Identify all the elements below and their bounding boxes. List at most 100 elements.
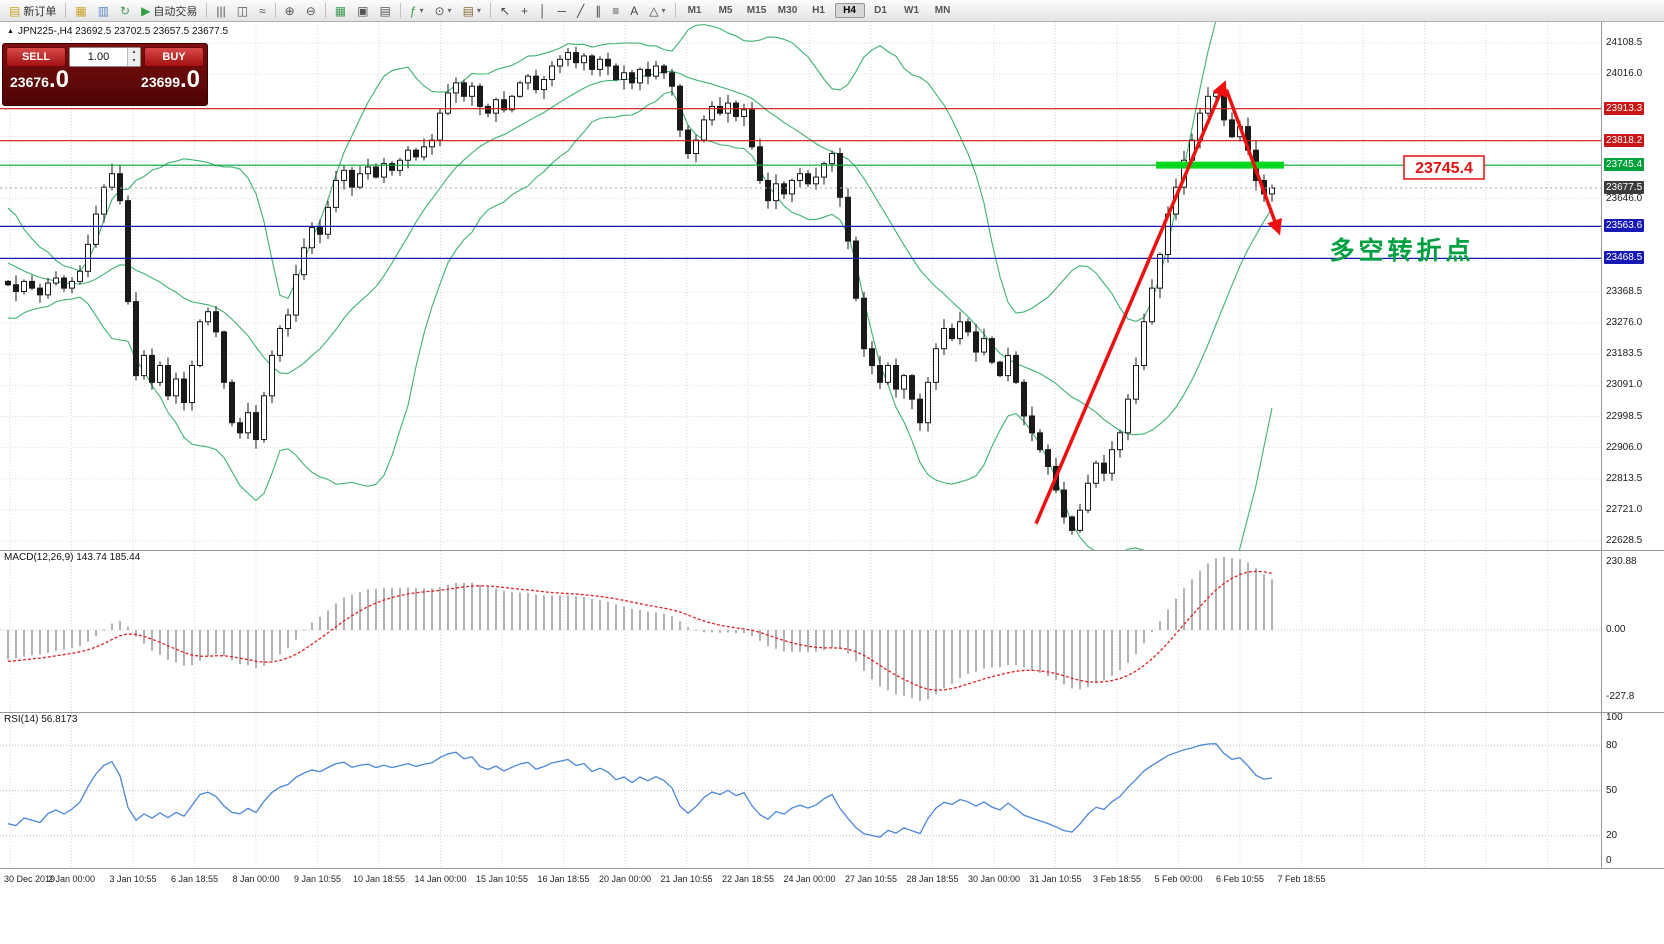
rsi-panel-divider[interactable]	[0, 712, 1664, 713]
cursor-icon: ↖	[499, 3, 510, 18]
macd-axis-label: 0.00	[1606, 624, 1626, 635]
price-axis[interactable]: 24108.5 24016.0 23913.3 23818.2 23745.4 23677…	[1601, 22, 1664, 868]
cascade-windows-icon: ▣	[357, 3, 369, 18]
rsi-axis-label: 100	[1606, 712, 1623, 723]
macd-panel-divider[interactable]	[0, 550, 1664, 551]
main-price-chart[interactable]: 多空转折点 23745.4	[0, 0, 1601, 639]
timeframe-w1[interactable]: W1	[904, 5, 920, 16]
time-axis-label: 30 Dec 2019	[4, 874, 56, 884]
price-axis-label: 23646.0	[1606, 192, 1643, 204]
time-axis-label: 20 Jan 00:00	[598, 874, 652, 884]
macd-label: MACD(12,26,9) 143.74 185.44	[4, 552, 141, 563]
toolbar-separator	[399, 3, 401, 18]
one-click-trade-panel: SELL 1.00 ▴ ▾ BUY 23676.0 23699.0	[2, 43, 208, 106]
time-axis-label: 30 Jan 00:00	[967, 874, 1021, 884]
toolbar: ▤ 新订单 ▦ ▥ ↻ ▶ 自动交易 ||| ◫ ≈ ⊕ ⊖ ▦ ▣ ▤ ƒ ▾ ⊙ ▾ ▤ ▾ ↖ + │ ─ ╱ ∥ ≡ A △ ▾ M…	[0, 0, 1664, 22]
vertical-line-icon: │	[539, 3, 547, 18]
timeframe-h4[interactable]: H4	[834, 3, 865, 18]
time-axis-label: 31 Jan 10:55	[1029, 874, 1082, 884]
bar-chart-type-icon[interactable]: |||	[211, 1, 230, 21]
timeframe-m1[interactable]: M1	[687, 5, 702, 16]
time-axis-label: 8 Jan 00:00	[232, 874, 280, 884]
cascade-windows-icon[interactable]: ▣	[352, 1, 373, 21]
templates-icon[interactable]: ▤ ▾	[458, 1, 486, 21]
time-axis-label: 3 Feb 18:55	[1092, 874, 1142, 884]
new-chart-icon[interactable]: ▦	[70, 1, 91, 21]
time-axis[interactable]: 30 Dec 2019 2 Jan 00:00 3 Jan 10:55 6 Jan 1…	[0, 869, 1664, 890]
channel-icon[interactable]: ∥	[590, 1, 606, 21]
toolbar-separator	[324, 3, 326, 18]
auto-trading-button[interactable]: ▶ 自动交易	[136, 1, 202, 21]
timeframe-m30[interactable]: M30	[777, 5, 798, 16]
price-axis-label: 23818.2	[1604, 133, 1645, 147]
rsi-axis-label: 0	[1606, 855, 1612, 866]
time-axis-label: 24 Jan 00:00	[783, 874, 836, 884]
price-axis-label: 22998.5	[1606, 410, 1643, 422]
indicators-icon: ƒ	[409, 3, 417, 18]
timeframe-h1[interactable]: H1	[812, 5, 825, 16]
refresh-icon[interactable]: ↻	[115, 1, 135, 21]
timeframe-m5[interactable]: M5	[718, 5, 733, 16]
crosshair-icon[interactable]: +	[516, 1, 533, 21]
time-axis-label: 10 Jan 18:55	[352, 874, 406, 884]
line-chart-type-icon: ≈	[259, 3, 266, 18]
timeframe-m15[interactable]: M15	[746, 5, 767, 16]
toolbar-separator	[274, 3, 276, 18]
time-axis-label: 15 Jan 10:55	[475, 874, 529, 884]
rsi-indicator-panel[interactable]	[0, 713, 1601, 873]
bar-chart-type-icon: |||	[216, 3, 226, 18]
rsi-axis-label: 20	[1606, 830, 1618, 841]
price-axis-label: 23563.6	[1604, 219, 1645, 233]
buy-button[interactable]: BUY	[144, 47, 204, 67]
tile-windows-icon[interactable]: ▦	[330, 1, 351, 21]
profiles-icon[interactable]: ▥	[93, 1, 114, 21]
price-axis-label: 23183.5	[1606, 348, 1643, 360]
horizontal-line-icon[interactable]: ─	[553, 1, 572, 21]
zoom-in-icon[interactable]: ⊕	[280, 1, 300, 21]
line-chart-type-icon[interactable]: ≈	[254, 1, 271, 21]
macd-axis-label: 230.88	[1606, 556, 1637, 567]
candlestick-chart-type-icon[interactable]: ◫	[232, 1, 253, 21]
profiles-icon: ▥	[97, 3, 110, 18]
indicators-icon[interactable]: ƒ ▾	[405, 1, 429, 21]
sell-button[interactable]: SELL	[6, 47, 66, 67]
periods-icon[interactable]: ⊙ ▾	[429, 1, 456, 21]
time-axis-label: 22 Jan 18:55	[721, 874, 775, 884]
toolbar-separator	[206, 3, 208, 18]
vertical-line-icon[interactable]: │	[534, 1, 552, 21]
timeframe-mn[interactable]: MN	[934, 5, 951, 16]
toolbar-separator	[65, 3, 67, 18]
volume-stepper: 1.00 ▴ ▾	[69, 47, 141, 67]
volume-up-button[interactable]: ▴	[128, 48, 140, 57]
price-callout-label[interactable]: 23745.4	[1415, 160, 1473, 177]
periods-icon: ⊙	[434, 3, 445, 18]
text-tool-icon: A	[630, 3, 639, 18]
price-axis-label: 23276.0	[1606, 317, 1643, 329]
price-axis-label: 23468.5	[1604, 251, 1645, 265]
macd-indicator-panel[interactable]	[0, 551, 1601, 717]
zoom-out-icon[interactable]: ⊖	[301, 1, 321, 21]
price-axis-label: 24108.5	[1606, 37, 1643, 48]
price-axis-label: 23745.4	[1604, 158, 1645, 172]
timeframe-d1[interactable]: D1	[874, 5, 887, 16]
price-chart-canvas[interactable]: 多空转折点 23745.4	[0, 0, 1601, 639]
time-axis-label: 6 Jan 18:55	[170, 874, 219, 884]
rsi-canvas[interactable]	[0, 713, 1601, 868]
trendline-icon: ╱	[577, 3, 585, 18]
price-axis-label: 22906.0	[1606, 441, 1643, 453]
time-axis-label: 27 Jan 10:55	[844, 874, 898, 884]
fibonacci-icon[interactable]: ≡	[607, 1, 624, 21]
arrange-windows-icon[interactable]: ▤	[374, 1, 395, 21]
macd-canvas[interactable]	[0, 551, 1601, 712]
new-order-button[interactable]: ▤ 新订单	[4, 1, 61, 21]
cursor-icon[interactable]: ↖	[495, 1, 515, 21]
timeframe-bar: M1 M5 M15 M30 H1 H4 D1 W1 MN	[680, 3, 958, 18]
refresh-icon: ↻	[120, 3, 131, 18]
turning-point-annotation: 多空转折点	[1329, 236, 1474, 265]
arrows-tool-icon[interactable]: △ ▾	[644, 1, 670, 21]
volume-down-button[interactable]: ▾	[128, 57, 140, 66]
trendline-icon[interactable]: ╱	[572, 1, 589, 21]
auto-trading-button: ▶	[141, 3, 151, 18]
text-tool-icon[interactable]: A	[625, 1, 643, 21]
volume-input[interactable]: 1.00	[87, 51, 110, 63]
